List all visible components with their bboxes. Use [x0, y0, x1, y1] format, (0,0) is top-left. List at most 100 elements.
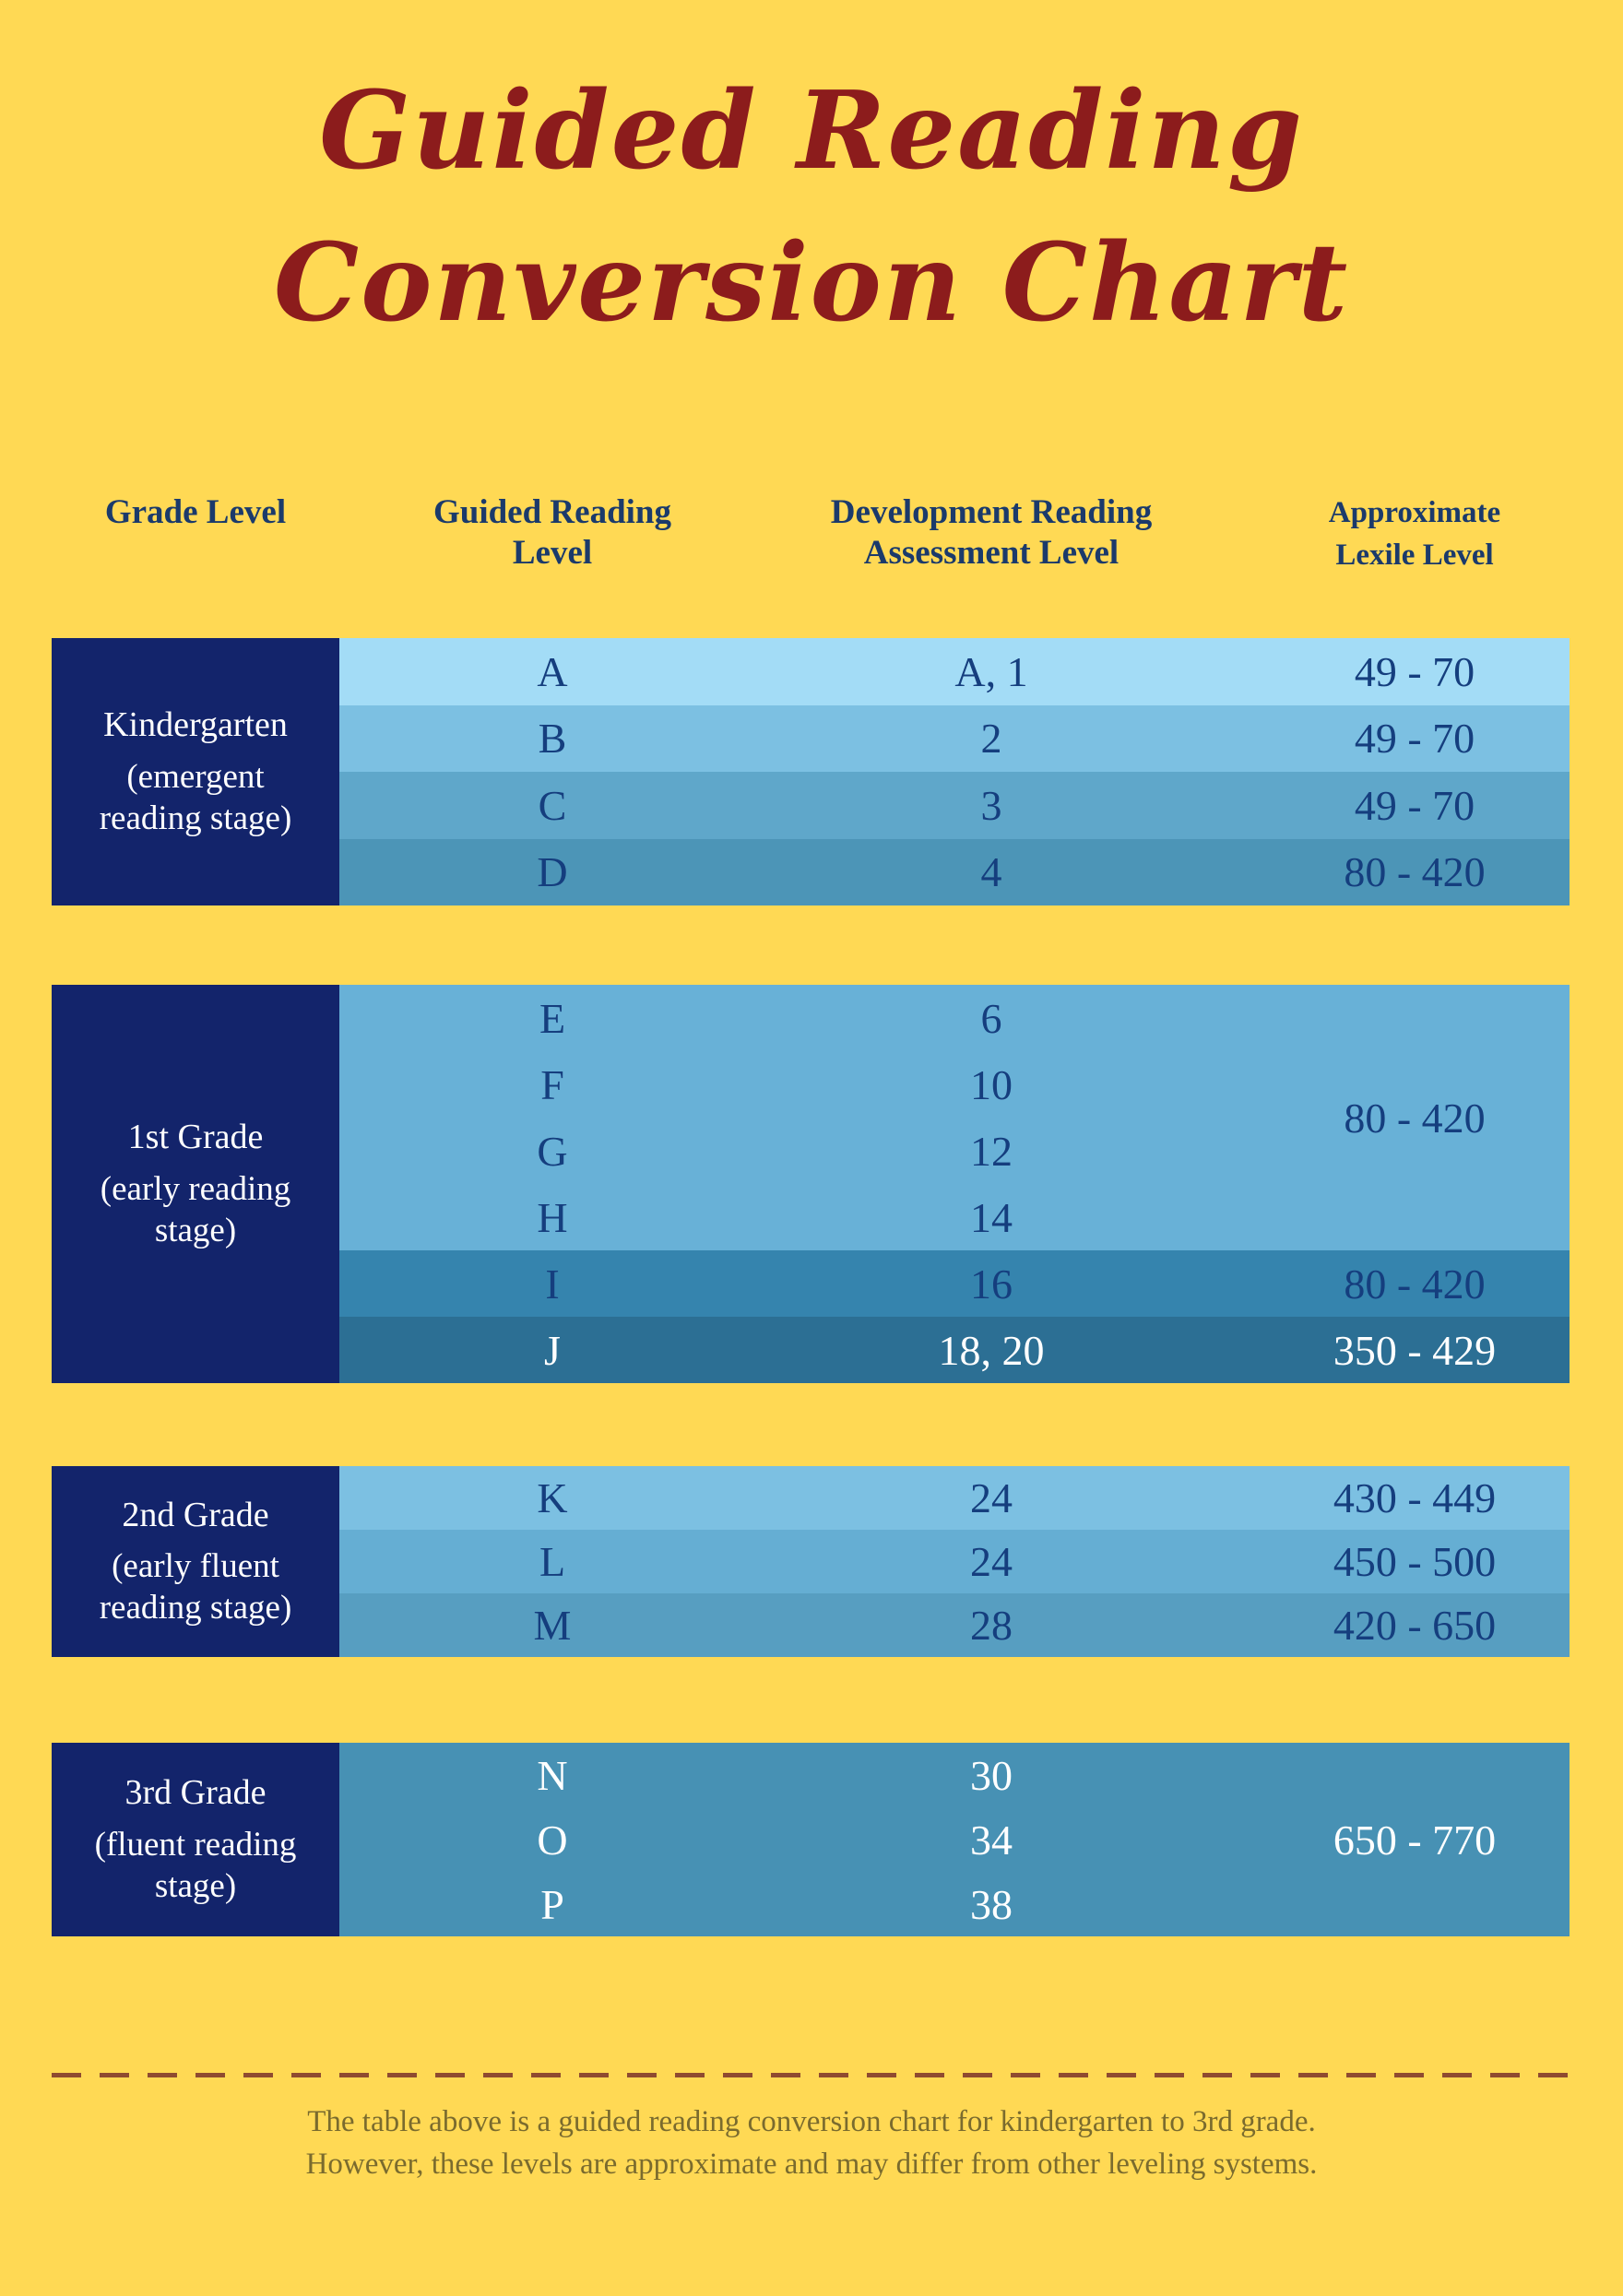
segment-rows: E 6 F 10 G 12 H 14 — [339, 985, 1217, 1250]
dra-level-cell: 6 — [980, 994, 1002, 1042]
table-segment: E 6 F 10 G 12 H 14 80 - 420 — [339, 985, 1570, 1250]
footer-divider — [52, 2073, 1571, 2077]
table-header-row: Grade Level Guided Reading Level Develop… — [52, 492, 1570, 576]
guided-reading-level-cell: D — [537, 848, 568, 896]
guided-reading-level-cell: B — [538, 715, 567, 763]
dra-level-cell: 38 — [970, 1880, 1013, 1928]
footer-note-line-2: However, these levels are approximate an… — [305, 2148, 1318, 2182]
title-line-1: Guided Reading — [319, 68, 1304, 194]
dra-level-cell: 16 — [970, 1260, 1013, 1308]
header-lexile-level-label: Approximate Lexile Level — [1328, 496, 1501, 572]
dra-level-cell: 24 — [970, 1538, 1013, 1585]
table-segment: D 4 80 - 420 — [339, 838, 1570, 906]
dra-level-cell: 28 — [970, 1602, 1013, 1649]
dra-level-cell: 3 — [980, 781, 1002, 829]
grade-group-segments: N 30 O 34 P 38 650 - 770 — [339, 1743, 1570, 1936]
lexile-range-cell: 80 - 420 — [1344, 1094, 1486, 1142]
guided-reading-level-cell: L — [539, 1538, 566, 1585]
lexile-range-cell: 49 - 70 — [1354, 647, 1475, 695]
table-row: F 10 — [339, 1051, 1217, 1118]
grade-name: 2nd Grade — [122, 1495, 269, 1534]
dra-level-cell: 14 — [970, 1193, 1013, 1241]
lexile-range-cell: 80 - 420 — [1344, 1260, 1486, 1308]
guided-reading-level-cell: I — [545, 1260, 560, 1308]
header-guided-reading-level: Guided Reading Level — [339, 492, 765, 576]
lexile-range-cell: 350 - 429 — [1333, 1326, 1497, 1374]
table-row: I 16 — [339, 1250, 1217, 1317]
lexile-range-cell: 450 - 500 — [1333, 1538, 1497, 1585]
guided-reading-level-cell: A — [537, 647, 568, 695]
table-row: J 18, 20 — [339, 1317, 1217, 1383]
segment-rows: L 24 — [339, 1530, 1217, 1593]
guided-reading-level-cell: C — [538, 781, 567, 829]
grade-cell: 2nd Grade (early fluent reading stage) — [52, 1466, 339, 1657]
table-row: M 28 — [339, 1593, 1217, 1657]
table-row: H 14 — [339, 1184, 1217, 1250]
grade-cell: Kindergarten (emergent reading stage) — [52, 638, 339, 905]
table-row: G 12 — [339, 1118, 1217, 1184]
segment-rows: K 24 — [339, 1466, 1217, 1530]
lexile-range-cell: 49 - 70 — [1354, 781, 1475, 829]
segment-rows: M 28 — [339, 1593, 1217, 1657]
grade-group: 3rd Grade (fluent reading stage) N 30 O 34 P 38… — [52, 1743, 1570, 1936]
guided-reading-level-cell: O — [537, 1816, 568, 1864]
grade-group-segments: E 6 F 10 G 12 H 14 80 - 420 I 16 80 - 420 J 18, 20 350… — [339, 985, 1570, 1383]
grade-group: 2nd Grade (early fluent reading stage) K 24… — [52, 1466, 1570, 1657]
lexile-range-cell: 80 - 420 — [1344, 848, 1486, 896]
grade-stage: (early reading stage) — [100, 1169, 291, 1249]
header-grade-level: Grade Level — [52, 492, 339, 576]
table-segment: L 24 450 - 500 — [339, 1530, 1570, 1593]
grade-stage: (early fluent reading stage) — [99, 1547, 292, 1627]
footer-note: The table above is a guided reading conv… — [0, 2101, 1623, 2185]
table-segment: I 16 80 - 420 — [339, 1250, 1570, 1317]
lexile-range-cell: 650 - 770 — [1333, 1816, 1497, 1864]
dra-level-cell: 2 — [980, 715, 1002, 763]
segment-rows: J 18, 20 — [339, 1317, 1217, 1383]
lexile-range-cell: 420 - 650 — [1333, 1602, 1497, 1649]
segment-rows: I 16 — [339, 1250, 1217, 1317]
guided-reading-level-cell: M — [533, 1602, 572, 1649]
grade-group-segments: A A, 1 49 - 70 B 2 49 - 70 C 3 49 - 70 D 4 80 - 420 — [339, 638, 1570, 905]
dra-level-cell: 30 — [970, 1751, 1013, 1799]
header-guided-reading-level-label: Guided Reading Level — [432, 493, 672, 572]
grade-group: 1st Grade (early reading stage) E 6 F 10 G 12 H 1… — [52, 985, 1570, 1383]
grade-group: Kindergarten (emergent reading stage) A A, … — [52, 638, 1570, 905]
guided-reading-level-cell: E — [539, 994, 566, 1042]
page-title: Guided Reading Conversion Chart — [0, 55, 1623, 359]
grade-cell: 1st Grade (early reading stage) — [52, 985, 339, 1383]
guided-reading-level-cell: K — [537, 1474, 568, 1521]
header-grade-level-label: Grade Level — [104, 493, 287, 531]
lexile-range-cell: 430 - 449 — [1333, 1474, 1497, 1521]
grade-stage: (fluent reading stage) — [94, 1825, 297, 1905]
guided-reading-level-cell: G — [537, 1127, 568, 1175]
grade-name: 1st Grade — [127, 1118, 264, 1157]
table-row: O 34 — [339, 1807, 1217, 1872]
dra-level-cell: A, 1 — [954, 647, 1028, 695]
guided-reading-level-cell: P — [540, 1880, 564, 1928]
grade-cell: 3rd Grade (fluent reading stage) — [52, 1743, 339, 1936]
table-row: L 24 — [339, 1530, 1217, 1593]
table-row: P 38 — [339, 1872, 1217, 1936]
grade-group-segments: K 24 430 - 449 L 24 450 - 500 M 28 420 - 650 — [339, 1466, 1570, 1657]
table-row: A A, 1 — [339, 638, 1217, 705]
table-segment: A A, 1 49 - 70 — [339, 638, 1570, 705]
dra-level-cell: 12 — [970, 1127, 1013, 1175]
segment-rows: N 30 O 34 P 38 — [339, 1743, 1217, 1936]
table-segment: K 24 430 - 449 — [339, 1466, 1570, 1530]
grade-name: 3rd Grade — [124, 1773, 267, 1813]
table-row: N 30 — [339, 1743, 1217, 1807]
guided-reading-level-cell: F — [540, 1060, 564, 1108]
table-segment: C 3 49 - 70 — [339, 772, 1570, 839]
table-segment: M 28 420 - 650 — [339, 1593, 1570, 1657]
title-line-2: Conversion Chart — [273, 219, 1350, 346]
header-lexile-level: Approximate Lexile Level — [1217, 492, 1570, 576]
grade-stage: (emergent reading stage) — [99, 757, 292, 837]
